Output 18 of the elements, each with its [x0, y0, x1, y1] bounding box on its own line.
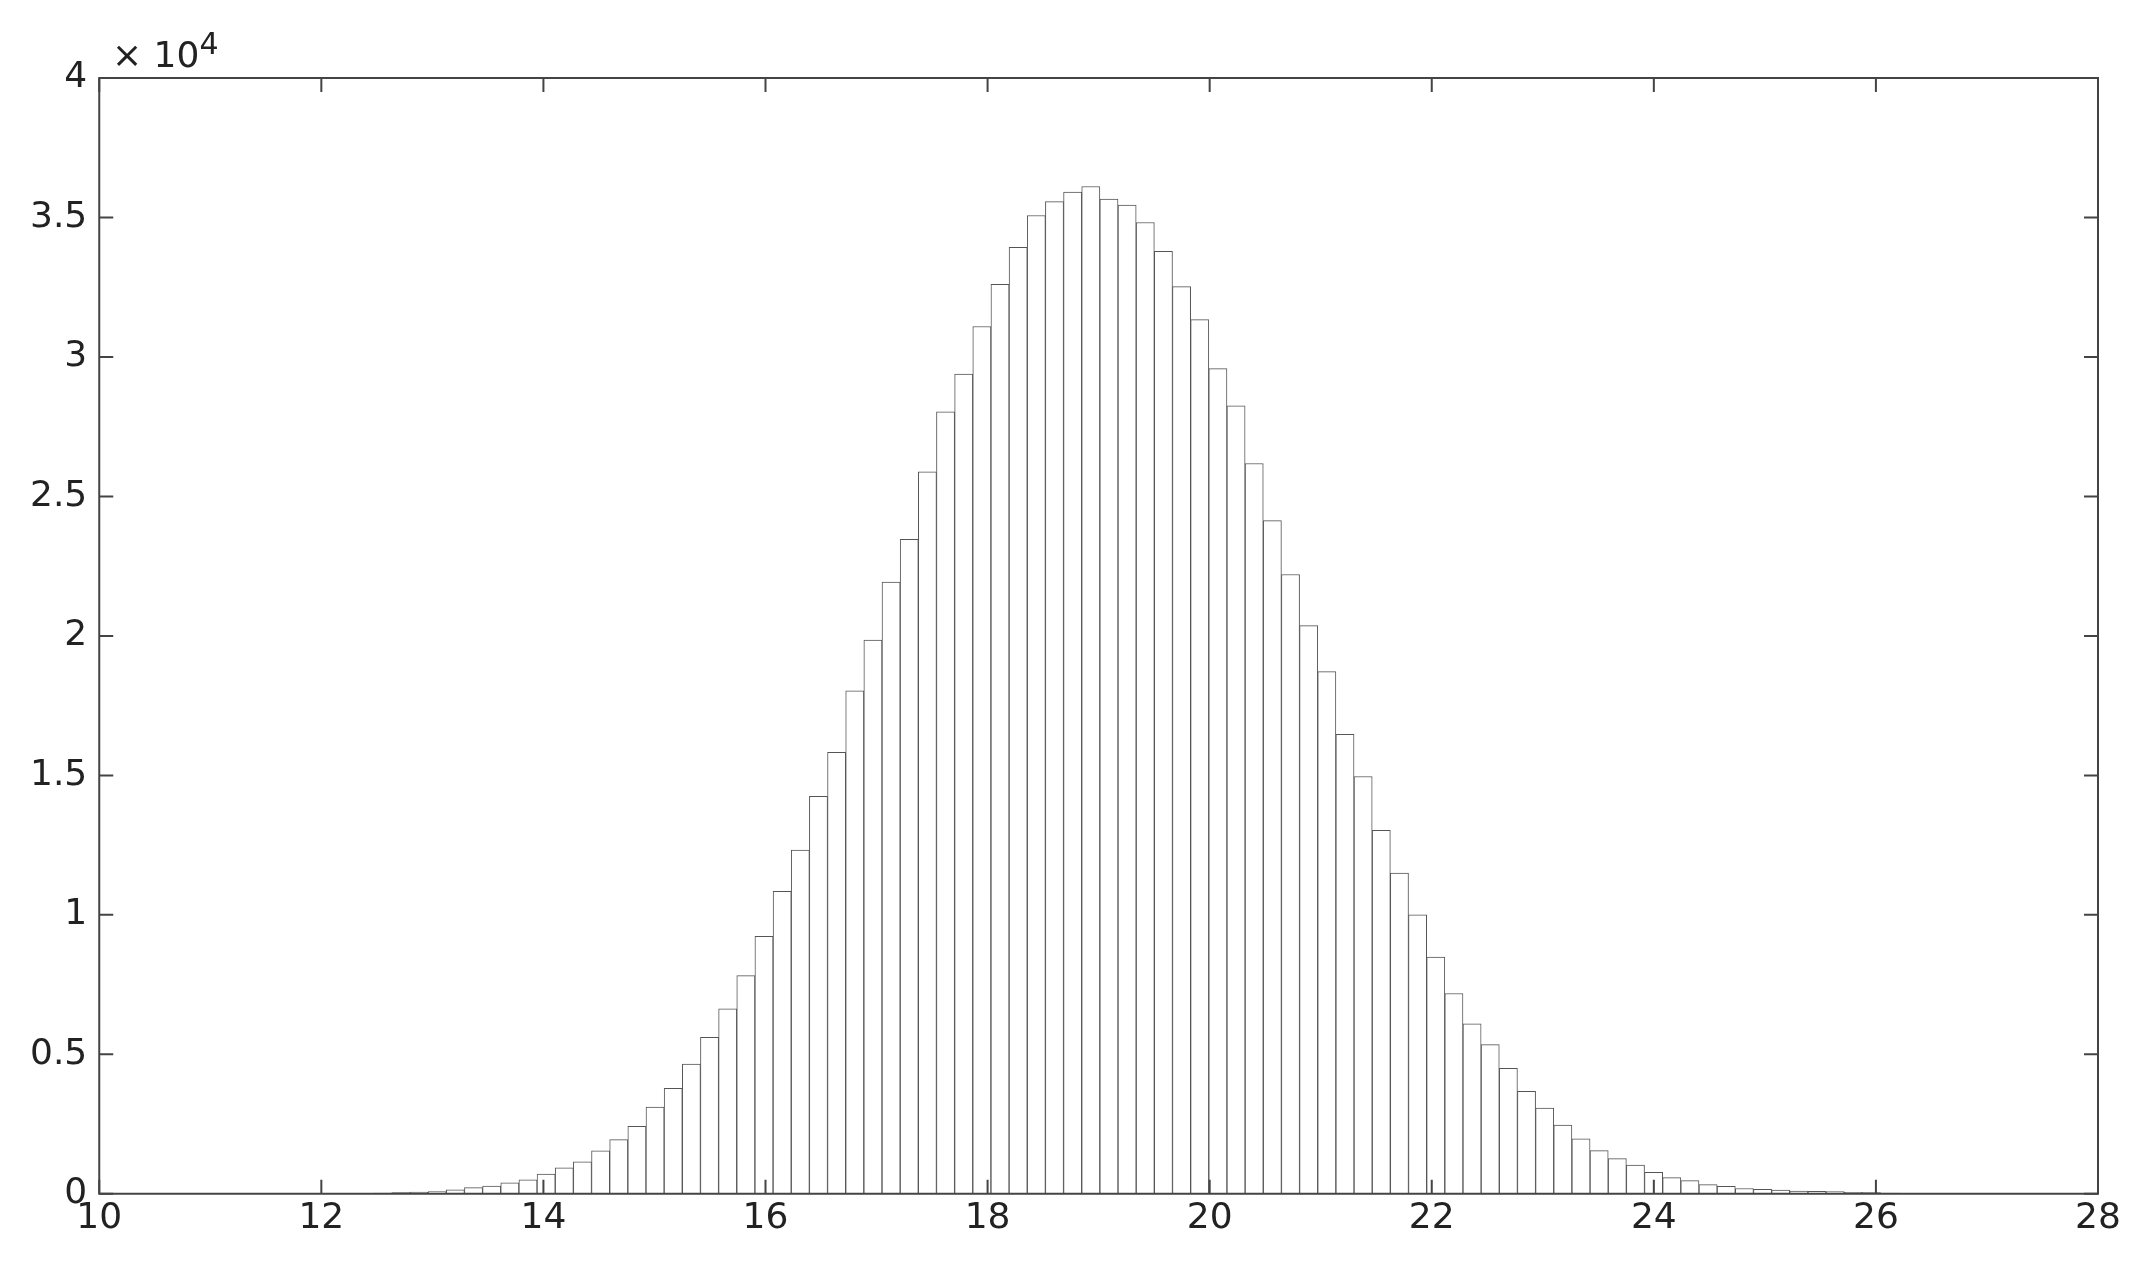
y-tick-label: 3.5: [29, 193, 88, 235]
x-tick-label: 12: [298, 1194, 345, 1236]
y-tick-label: 2: [64, 612, 88, 654]
x-tick-label: 22: [1408, 1194, 1455, 1236]
y-tick-label: 1: [64, 891, 88, 933]
x-tick-label: 26: [1853, 1194, 1899, 1236]
text: × 10$^{4}$: [112, 26, 219, 75]
y-tick-label: 0.5: [29, 1030, 88, 1072]
x-tick-label: 20: [1186, 1194, 1233, 1236]
x-tick-label: 28: [2075, 1194, 2121, 1236]
x-tick-label: 14: [520, 1194, 567, 1236]
x-tick-label: 24: [1630, 1194, 1677, 1236]
y-tick-label: 3: [64, 333, 88, 375]
y-tick-label: 4: [64, 54, 88, 96]
y-tick-label: 1.5: [29, 751, 88, 793]
y-tick-label: 2.5: [29, 472, 88, 514]
x-tick-label: 18: [964, 1194, 1011, 1236]
x-tick-label: 16: [742, 1194, 789, 1236]
